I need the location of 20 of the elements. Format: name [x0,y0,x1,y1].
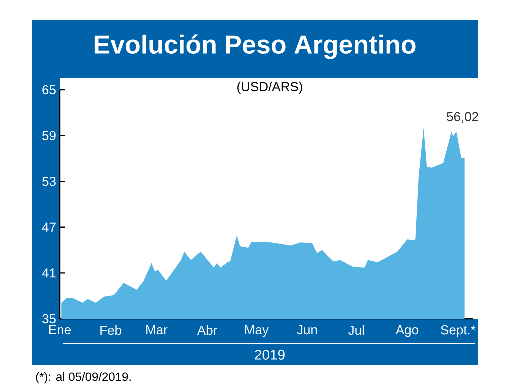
x-axis-title: 2019 [255,350,285,360]
x-tick-label: Jul [348,326,364,336]
chart-title: Evolución Peso Argentino [94,34,416,60]
y-tick-label: 59 [42,131,56,140]
x-tick-label: Mar [146,326,168,335]
y-tick-label: 47 [42,222,56,232]
x-tick-label: Feb [100,326,122,336]
x-tick-label: May [245,326,269,338]
x-tick-label: Ene [50,326,71,335]
y-tick-label: 65 [42,85,56,95]
x-tick-label: Abr [197,326,218,336]
text: (*): al 05/09/2019. [36,372,131,384]
y-tick-label: 35 [42,314,56,324]
x-tick-label: Jun [297,326,318,335]
y-tick-label: 41 [42,268,56,278]
annotation: 56,02 [447,112,478,124]
chart-subtitle: (USD/ARS) [238,82,302,94]
x-tick-label: Sept.* [441,326,476,338]
x-tick-label: Ago [396,326,418,338]
y-tick-label: 53 [42,176,56,186]
